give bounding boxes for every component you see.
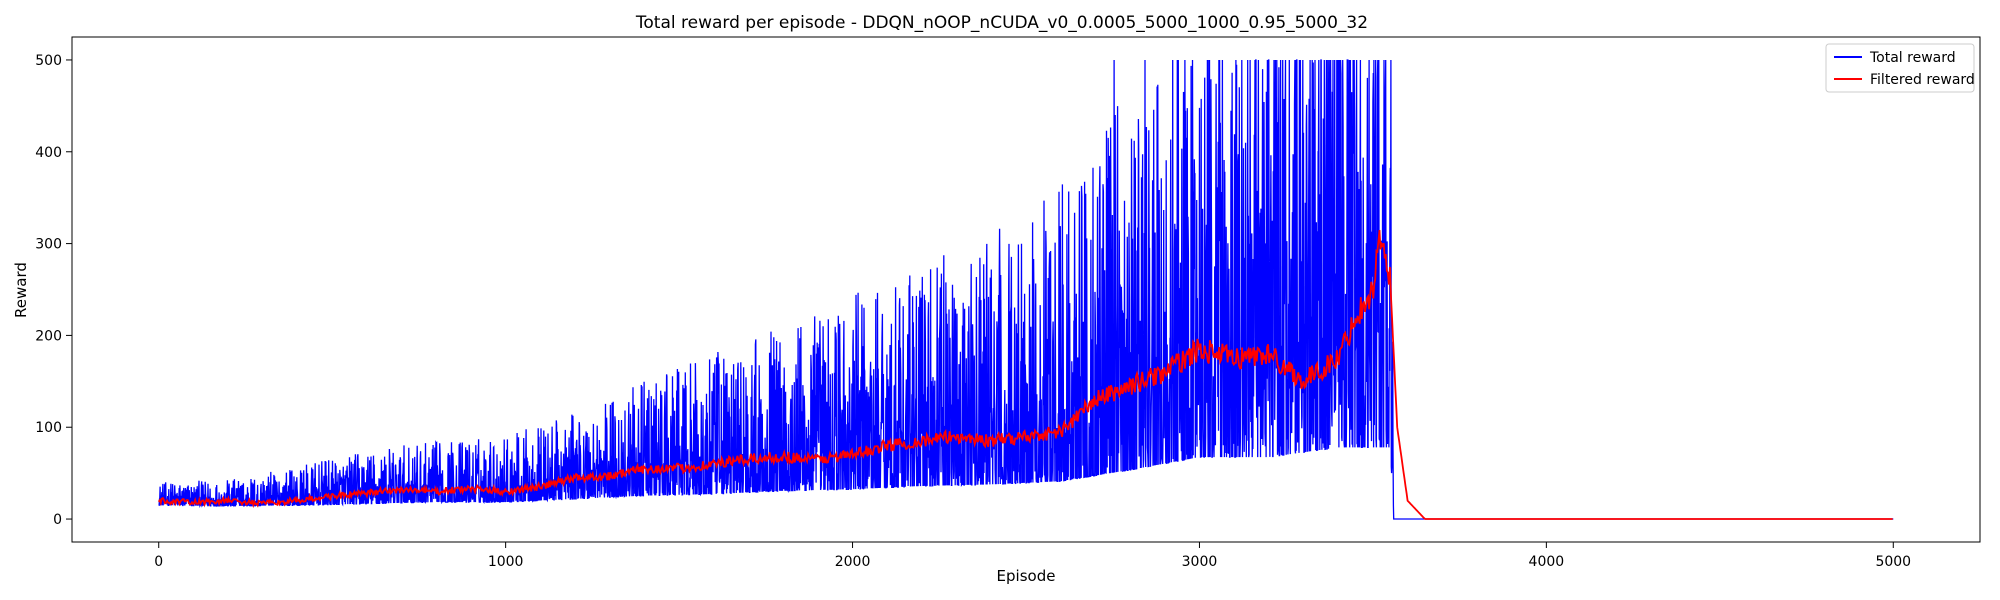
chart-title: Total reward per episode - DDQN_nOOP_nCU…	[635, 13, 1368, 33]
y-axis-label: Reward	[12, 262, 30, 318]
series-layer	[157, 59, 1894, 520]
y-tick-label: 500	[35, 53, 62, 69]
y-tick-label: 200	[35, 328, 62, 344]
y-tick-label: 300	[35, 237, 62, 253]
x-axis: 0 1000 2000 3000 4000 5000	[154, 542, 1911, 570]
x-tick-label: 0	[154, 554, 163, 570]
legend-label-filtered-reward: Filtered reward	[1870, 72, 1975, 88]
y-tick-label: 100	[35, 420, 62, 436]
x-tick-label: 1000	[488, 554, 524, 570]
legend-box	[1825, 43, 1975, 93]
x-tick-label: 3000	[1182, 554, 1218, 570]
legend-label-total-reward: Total reward	[1869, 50, 1956, 66]
x-axis-label: Episode	[997, 567, 1056, 585]
y-tick-label: 0	[53, 512, 62, 528]
x-tick-label: 2000	[835, 554, 871, 570]
legend: Total reward Filtered reward	[1825, 43, 1975, 93]
y-tick-label: 400	[35, 145, 62, 161]
plot-frame	[71, 36, 1981, 543]
x-tick-label: 4000	[1529, 554, 1565, 570]
y-axis: 0 100 200 300 400 500	[35, 53, 72, 528]
x-tick-label: 5000	[1875, 554, 1911, 570]
series-filtered-reward	[157, 230, 1893, 520]
